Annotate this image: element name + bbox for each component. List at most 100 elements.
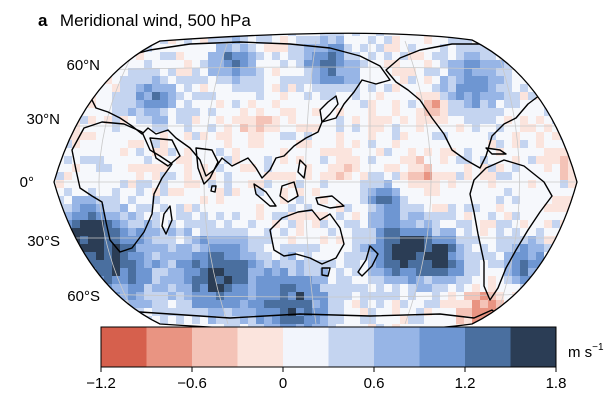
- anomaly-cell: [384, 236, 392, 244]
- anomaly-cell: [88, 276, 96, 284]
- anomaly-cell: [160, 204, 168, 212]
- anomaly-cell: [352, 156, 360, 164]
- anomaly-cell: [504, 276, 512, 284]
- anomaly-cell: [568, 108, 576, 116]
- anomaly-cell: [504, 100, 512, 108]
- anomaly-cell: [336, 276, 344, 284]
- anomaly-cell: [232, 100, 240, 108]
- anomaly-cell: [344, 260, 352, 268]
- anomaly-cell: [256, 84, 264, 92]
- anomaly-cell: [248, 268, 256, 276]
- anomaly-cell: [192, 92, 200, 100]
- anomaly-cell: [312, 84, 320, 92]
- coast-sri-lanka: [210, 185, 217, 193]
- anomaly-cell: [264, 252, 272, 260]
- anomaly-cell: [200, 84, 208, 92]
- anomaly-cell: [456, 84, 464, 92]
- anomaly-cell: [456, 52, 464, 60]
- anomaly-cell: [192, 108, 200, 116]
- colorbar-segment: [510, 327, 557, 367]
- anomaly-cell: [184, 268, 192, 276]
- anomaly-cell: [320, 68, 328, 76]
- anomaly-cell: [136, 204, 144, 212]
- anomaly-cell: [320, 212, 328, 220]
- lat-label-0: 0°: [20, 174, 34, 191]
- anomaly-cell: [576, 68, 577, 76]
- anomaly-cell: [152, 276, 160, 284]
- anomaly-cell: [512, 92, 520, 100]
- anomaly-cell: [184, 100, 192, 108]
- colorbar-segment: [283, 327, 329, 367]
- anomaly-cell: [88, 220, 96, 228]
- anomaly-cell: [216, 116, 224, 124]
- anomaly-cell: [544, 124, 552, 132]
- colorbar-frame: [100, 326, 557, 368]
- anomaly-cell: [288, 204, 296, 212]
- anomaly-cell: [288, 44, 296, 52]
- anomaly-cell: [440, 100, 448, 108]
- anomaly-cell: [104, 252, 112, 260]
- anomaly-cell: [312, 284, 320, 292]
- anomaly-cell: [168, 260, 176, 268]
- anomaly-cell: [440, 108, 448, 116]
- anomaly-cell: [240, 116, 248, 124]
- colorbar-tick-label: 1.2: [455, 375, 476, 392]
- anomaly-cell: [144, 244, 152, 252]
- anomaly-cell: [232, 84, 240, 92]
- anomaly-cell: [120, 260, 128, 268]
- anomaly-cell: [56, 332, 64, 340]
- anomaly-cell: [136, 260, 144, 268]
- anomaly-cell: [464, 164, 472, 172]
- anomaly-cell: [216, 148, 224, 156]
- anomaly-cell: [456, 220, 464, 228]
- anomaly-cell: [536, 52, 544, 60]
- anomaly-cell: [216, 36, 224, 44]
- anomaly-cell: [448, 276, 456, 284]
- anomaly-cell: [280, 284, 288, 292]
- anomaly-cell: [240, 284, 248, 292]
- anomaly-cell: [368, 196, 376, 204]
- anomaly-cell: [200, 60, 208, 68]
- anomaly-cell: [80, 220, 88, 228]
- anomaly-cell: [224, 228, 232, 236]
- anomaly-cell: [264, 292, 272, 300]
- anomaly-cell: [352, 124, 360, 132]
- anomaly-cell: [136, 316, 144, 324]
- anomaly-cell: [504, 316, 512, 324]
- anomaly-cell: [272, 116, 280, 124]
- anomaly-cell: [88, 100, 96, 108]
- anomaly-cell: [544, 68, 552, 76]
- anomaly-cell: [104, 212, 112, 220]
- anomaly-cell: [520, 308, 528, 316]
- anomaly-cell: [464, 172, 472, 180]
- anomaly-cell: [192, 132, 200, 140]
- anomaly-cell: [312, 244, 320, 252]
- anomaly-cell: [408, 284, 416, 292]
- anomaly-cell: [232, 156, 240, 164]
- anomaly-cell: [304, 172, 312, 180]
- anomaly-cell: [184, 84, 192, 92]
- anomaly-cell: [552, 276, 560, 284]
- anomaly-cell: [512, 52, 520, 60]
- anomaly-cell: [208, 300, 216, 308]
- anomaly-cell: [360, 292, 368, 300]
- anomaly-cell: [560, 172, 568, 180]
- anomaly-cell: [64, 92, 72, 100]
- anomaly-cell: [440, 268, 448, 276]
- anomaly-cell: [288, 180, 296, 188]
- anomaly-cell: [560, 180, 568, 188]
- anomaly-cell: [216, 308, 224, 316]
- anomaly-cell: [136, 164, 144, 172]
- anomaly-cell: [352, 212, 360, 220]
- anomaly-cell: [216, 316, 224, 324]
- anomaly-cell: [256, 276, 264, 284]
- anomaly-cell: [304, 36, 312, 44]
- anomaly-cell: [472, 204, 480, 212]
- anomaly-cell: [456, 276, 464, 284]
- anomaly-cell: [312, 316, 320, 324]
- anomaly-cell: [216, 212, 224, 220]
- anomaly-cell: [56, 44, 64, 52]
- anomaly-cell: [288, 308, 296, 316]
- anomaly-cell: [384, 204, 392, 212]
- anomaly-cell: [376, 33, 384, 36]
